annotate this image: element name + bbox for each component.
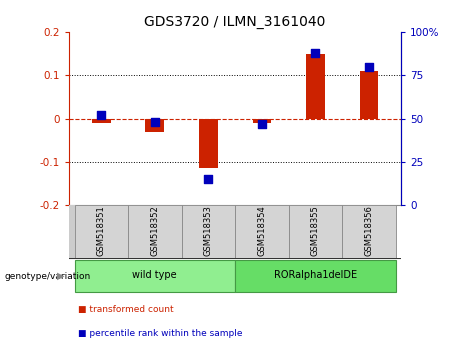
Text: wild type: wild type: [132, 270, 177, 280]
Point: [98, 112, 105, 118]
Point: [312, 50, 319, 56]
Bar: [306, 53, 325, 119]
Bar: [92, 119, 111, 123]
Bar: [235, 260, 396, 292]
Bar: [253, 119, 271, 123]
Text: GSM518353: GSM518353: [204, 205, 213, 256]
Bar: [75, 260, 235, 292]
Text: ■ percentile rank within the sample: ■ percentile rank within the sample: [78, 329, 243, 338]
Text: GSM518354: GSM518354: [257, 205, 266, 256]
Point: [205, 177, 212, 182]
Text: GSM518351: GSM518351: [97, 205, 106, 256]
Point: [258, 121, 266, 127]
Text: GSM518355: GSM518355: [311, 205, 320, 256]
Bar: [360, 71, 378, 119]
Bar: [128, 205, 182, 258]
Bar: [235, 205, 289, 258]
Bar: [342, 205, 396, 258]
Bar: [182, 205, 235, 258]
Point: [151, 119, 159, 125]
Title: GDS3720 / ILMN_3161040: GDS3720 / ILMN_3161040: [144, 16, 326, 29]
Point: [365, 64, 372, 69]
Text: GSM518352: GSM518352: [150, 205, 160, 256]
Bar: [289, 205, 342, 258]
Text: RORalpha1delDE: RORalpha1delDE: [274, 270, 357, 280]
Text: genotype/variation: genotype/variation: [5, 272, 91, 281]
Bar: [75, 205, 128, 258]
Text: GSM518356: GSM518356: [365, 205, 373, 256]
Text: ▶: ▶: [57, 271, 65, 281]
Bar: [145, 119, 164, 132]
Text: ■ transformed count: ■ transformed count: [78, 305, 174, 314]
Bar: [199, 119, 218, 169]
